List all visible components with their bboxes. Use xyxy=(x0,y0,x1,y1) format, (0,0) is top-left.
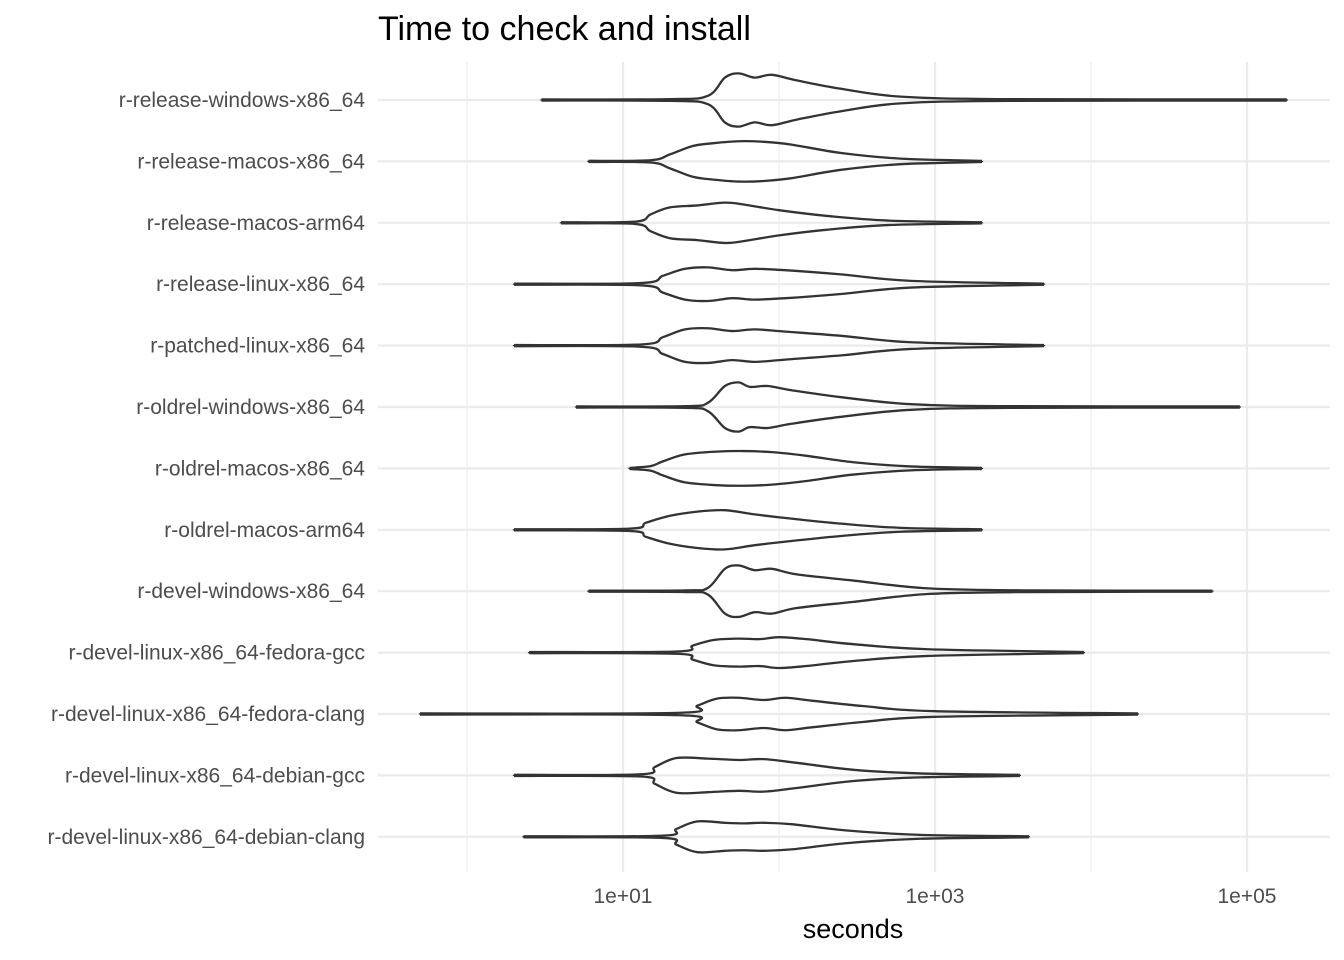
x-tick-label-1: 1e+03 xyxy=(906,885,965,908)
violin-r-release-linux-x86_64 xyxy=(512,266,1046,303)
violin-r-release-macos-x86_64 xyxy=(587,140,984,183)
violin-r-oldrel-macos-x86_64 xyxy=(628,449,984,487)
violin-lower-6 xyxy=(629,467,982,487)
violins xyxy=(418,72,1288,854)
violin-lower-12 xyxy=(523,836,1029,854)
violin-r-devel-linux-x86_64-debian-gcc xyxy=(512,756,1022,795)
y-tick-label-7: r-oldrel-macos-arm64 xyxy=(164,519,365,542)
violin-lower-11 xyxy=(513,774,1020,795)
violin-r-devel-linux-x86_64-fedora-gcc xyxy=(527,636,1086,670)
violin-r-devel-windows-x86_64 xyxy=(587,564,1214,619)
violin-upper-6 xyxy=(629,449,982,469)
chart-title: Time to check and install xyxy=(378,10,751,48)
y-axis-labels: r-release-windows-x86_64 r-release-macos-… xyxy=(47,89,365,849)
violin-upper-0 xyxy=(541,72,1287,101)
violin-r-oldrel-macos-arm64 xyxy=(512,508,984,551)
y-tick-label-1: r-release-macos-x86_64 xyxy=(137,150,365,173)
violin-lower-1 xyxy=(588,160,982,183)
violin-upper-1 xyxy=(588,140,982,163)
violin-upper-10 xyxy=(420,696,1138,715)
violin-lower-10 xyxy=(420,713,1138,732)
violin-lower-3 xyxy=(513,283,1045,303)
y-tick-label-9: r-devel-linux-x86_64-fedora-gcc xyxy=(69,642,365,665)
violin-r-devel-linux-x86_64-fedora-clang xyxy=(418,696,1140,732)
y-tick-label-8: r-devel-windows-x86_64 xyxy=(137,580,365,603)
x-axis-ticks: 1e+01 1e+03 1e+05 xyxy=(594,885,1277,908)
grid xyxy=(378,62,1330,872)
violin-lower-0 xyxy=(541,99,1287,128)
violin-lower-8 xyxy=(588,590,1213,619)
violin-r-devel-linux-x86_64-debian-clang xyxy=(522,819,1031,854)
violin-upper-3 xyxy=(513,266,1045,285)
violin-upper-4 xyxy=(513,326,1045,347)
violin-lower-5 xyxy=(576,406,1240,433)
x-tick-label-0: 1e+01 xyxy=(594,885,653,908)
y-tick-label-3: r-release-linux-x86_64 xyxy=(156,273,365,296)
y-tick-label-12: r-devel-linux-x86_64-debian-clang xyxy=(47,826,365,849)
y-tick-label-10: r-devel-linux-x86_64-fedora-clang xyxy=(51,703,365,726)
x-tick-label-2: 1e+05 xyxy=(1218,885,1277,908)
violin-r-patched-linux-x86_64 xyxy=(512,326,1046,365)
y-tick-label-4: r-patched-linux-x86_64 xyxy=(150,335,365,358)
violin-upper-12 xyxy=(523,819,1029,838)
violin-upper-2 xyxy=(560,201,982,224)
violin-upper-9 xyxy=(529,636,1084,654)
violin-lower-2 xyxy=(560,222,982,245)
violin-lower-7 xyxy=(513,529,982,551)
y-tick-label-2: r-release-macos-arm64 xyxy=(147,212,366,235)
violin-upper-8 xyxy=(588,564,1213,592)
violin-upper-5 xyxy=(576,381,1240,408)
y-tick-label-0: r-release-windows-x86_64 xyxy=(119,89,366,112)
violin-upper-7 xyxy=(513,508,982,531)
violin-upper-11 xyxy=(513,756,1020,777)
violin-r-oldrel-windows-x86_64 xyxy=(574,381,1242,433)
violin-r-release-macos-arm64 xyxy=(559,201,984,245)
y-tick-label-11: r-devel-linux-x86_64-debian-gcc xyxy=(65,764,365,787)
y-tick-label-6: r-oldrel-macos-x86_64 xyxy=(155,457,365,480)
violin-lower-9 xyxy=(529,651,1084,670)
violin-lower-4 xyxy=(513,344,1045,365)
violin-r-release-windows-x86_64 xyxy=(540,72,1288,128)
x-axis-label: seconds xyxy=(803,914,904,944)
y-tick-label-5: r-oldrel-windows-x86_64 xyxy=(136,396,365,419)
